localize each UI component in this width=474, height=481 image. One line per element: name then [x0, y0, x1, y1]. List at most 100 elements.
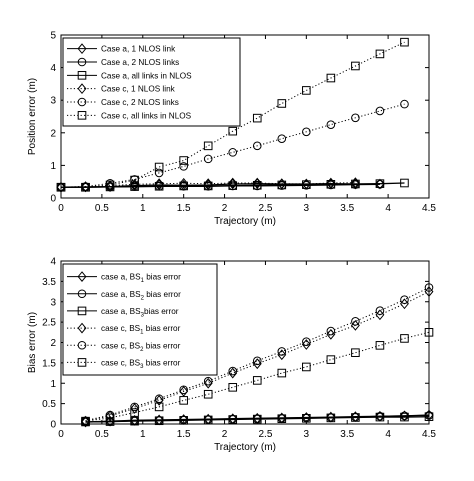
series-line: [61, 41, 405, 188]
data-point-circle: [302, 337, 311, 346]
x-tick-label: 1.5: [177, 203, 191, 214]
x-tick-label: 0.5: [95, 429, 109, 440]
data-point-circle: [351, 113, 360, 123]
data-point-circle: [400, 99, 409, 109]
data-point-square: [203, 181, 213, 191]
y-tick-label: 5: [50, 31, 56, 42]
x-tick-label: 0: [58, 429, 64, 440]
legend-label: case a, BS1 bias error: [101, 273, 181, 285]
x-tick-label: 3.5: [340, 429, 354, 440]
data-point-square: [277, 414, 287, 424]
data-point-square: [302, 413, 311, 423]
legend-marker-circle: [77, 97, 87, 107]
data-point-square: [130, 175, 139, 185]
legend-marker-square: [77, 358, 87, 367]
legend-box: [62, 37, 241, 127]
data-point-square: [228, 415, 238, 424]
legend-marker-diamond: [77, 271, 87, 282]
data-point-square: [400, 412, 409, 422]
legend-label: Case a, all links in NLOS: [101, 71, 192, 80]
data-point-square: [400, 334, 409, 343]
data-point-square: [252, 113, 262, 123]
legend-box: [62, 263, 218, 376]
x-tick-label: 4.5: [422, 429, 436, 440]
data-point-diamond: [228, 177, 238, 189]
data-point-square: [252, 180, 262, 190]
data-point-square: [130, 408, 139, 417]
data-point-square: [302, 362, 311, 372]
data-point-circle: [326, 120, 336, 129]
data-point-circle: [351, 317, 360, 326]
x-tick-label: 3: [304, 203, 310, 214]
data-point-square: [203, 141, 213, 151]
data-point-square: [105, 180, 115, 190]
x-tick-label: 3.5: [340, 203, 354, 214]
data-point-square: [375, 341, 385, 350]
data-point-circle: [179, 162, 188, 171]
data-point-square: [351, 348, 360, 357]
data-point-square: [302, 86, 311, 95]
y-tick-label: 4: [50, 63, 56, 74]
data-point-square: [375, 179, 385, 188]
legend-marker-square: [77, 306, 87, 316]
x-tick-label: 2: [222, 203, 228, 214]
data-point-square: [130, 416, 139, 426]
legend-label: case c, BS1 bias error: [101, 324, 181, 336]
x-tick-label: 1.5: [177, 429, 191, 440]
data-point-square: [105, 413, 115, 423]
data-point-square: [424, 412, 434, 421]
chart-panel-1: 0 0.5 1 1.5 2 2.5 3 3.5 4 4.5 0 1 2 3 4 5 Trajectory (m)…: [27, 31, 436, 228]
legend-marker-circle: [77, 340, 87, 350]
data-point-square: [81, 416, 90, 426]
y-tick-label: 2: [50, 338, 56, 349]
data-point-circle: [400, 295, 409, 305]
data-point-diamond: [81, 416, 90, 428]
data-point-circle: [277, 347, 287, 356]
series-line: [85, 416, 430, 423]
data-point-diamond: [203, 178, 213, 190]
legend-label: Case c, all links in NLOS: [101, 111, 192, 120]
legend-marker-circle: [77, 289, 87, 299]
x-tick-label: 1: [140, 203, 146, 214]
data-point-diamond: [154, 178, 164, 190]
series-line: [85, 331, 430, 422]
data-point-diamond: [252, 177, 262, 189]
data-point-square: [154, 162, 164, 172]
y-tick-label: 1.5: [42, 358, 56, 369]
series-line: [60, 182, 356, 188]
data-point-circle: [326, 326, 336, 336]
legend-label: case a, BS3bias error: [101, 307, 179, 319]
data-point-circle: [154, 168, 164, 178]
data-point-square: [154, 402, 164, 412]
data-point-square: [179, 156, 188, 165]
series-line: [61, 182, 405, 188]
x-tick-label: 0.5: [95, 203, 109, 214]
data-point-square: [179, 416, 188, 425]
legend-marker-square: [77, 71, 87, 80]
x-axis-label: Trajectory (m): [214, 442, 276, 453]
y-tick-label: 3: [50, 297, 56, 308]
data-point-square: [326, 355, 336, 364]
y-tick-label: 1: [50, 161, 56, 172]
chart-panel-2: 0 0.5 1 1.5 2 2.5 3 3.5 4 4.5 0 0.5 1 1.5 2 2.5 3 3.5 4 Tra…: [27, 257, 436, 454]
x-tick-label: 0: [58, 203, 64, 214]
data-point-square: [228, 126, 238, 136]
y-tick-label: 0.5: [42, 399, 56, 410]
data-point-diamond: [81, 415, 90, 427]
data-point-circle: [424, 283, 434, 292]
y-tick-label: 3.5: [42, 277, 56, 288]
series-6: [56, 37, 409, 192]
x-tick-label: 2: [222, 429, 228, 440]
data-point-square: [424, 328, 434, 337]
data-point-square: [56, 182, 66, 192]
legend-label: case a, BS2 bias error: [101, 290, 181, 302]
legend-label: Case a, 2 NLOS links: [101, 58, 179, 67]
data-point-diamond: [326, 328, 336, 340]
legend-label: Case c, 1 NLOS link: [101, 85, 176, 94]
data-point-square: [351, 413, 360, 422]
legend: Case a, 1 NLOS link Case a, 2 NLOS links C…: [62, 37, 241, 127]
data-point-square: [252, 376, 262, 385]
data-point-square: [228, 383, 238, 392]
